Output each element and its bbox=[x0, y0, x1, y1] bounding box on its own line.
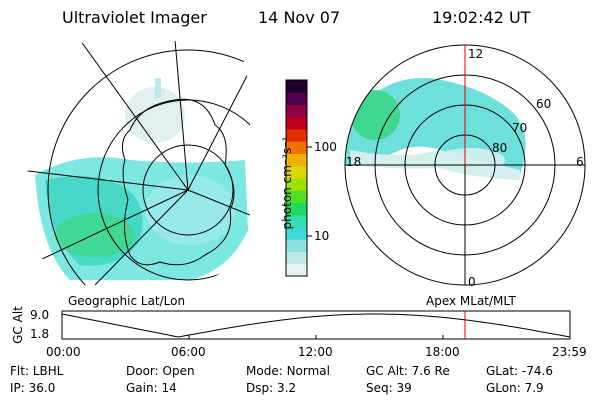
alt-ytick-low: 1.8 bbox=[30, 327, 50, 341]
colorbar-swatch bbox=[286, 104, 307, 118]
colorbar-swatch bbox=[286, 251, 307, 265]
image-time: 19:02:42 UT bbox=[432, 8, 531, 27]
altitude-plot bbox=[61, 310, 571, 340]
colorbar-swatch bbox=[286, 227, 307, 240]
colorbar-swatch bbox=[286, 141, 307, 154]
info-gc-alt: GC Alt: 7.6 Re bbox=[366, 364, 450, 378]
info-dsp: Dsp: 3.2 bbox=[246, 381, 297, 395]
geographic-panel bbox=[25, 40, 250, 285]
colorbar-swatch bbox=[286, 263, 307, 277]
altitude-axis-label: GC Alt bbox=[11, 306, 25, 344]
colorbar bbox=[285, 79, 308, 277]
mlat-label-80: 80 bbox=[492, 141, 508, 155]
alt-xtick-2: 12:00 bbox=[298, 345, 333, 359]
colorbar-swatch bbox=[286, 116, 307, 130]
colorbar-swatch bbox=[286, 190, 307, 203]
imager-title: Ultraviolet Imager bbox=[62, 8, 207, 27]
colorbar-swatch bbox=[286, 239, 307, 252]
info-gain: Gain: 14 bbox=[126, 381, 177, 395]
mlat-label-60: 60 bbox=[536, 97, 552, 111]
magnetic-panel bbox=[344, 44, 586, 286]
colorbar-tick-10: 10 bbox=[314, 229, 330, 243]
info-door: Door: Open bbox=[126, 364, 195, 378]
right-panel-label: Apex MLat/MLT bbox=[426, 294, 516, 308]
colorbar-swatch bbox=[286, 165, 307, 179]
left-panel-label: Geographic Lat/Lon bbox=[68, 294, 186, 308]
info-glat: GLat: -74.6 bbox=[486, 364, 553, 378]
info-ip: IP: 36.0 bbox=[10, 381, 56, 395]
mlt-label-18: 18 bbox=[346, 155, 362, 169]
alt-ytick-high: 9.0 bbox=[30, 308, 50, 322]
colorbar-tick-100: 100 bbox=[314, 140, 337, 154]
colorbar-swatch bbox=[286, 178, 307, 191]
info-flt: Flt: LBHL bbox=[10, 364, 64, 378]
alt-xtick-1: 06:00 bbox=[171, 345, 206, 359]
info-glon: GLon: 7.9 bbox=[486, 381, 544, 395]
colorbar-swatch bbox=[286, 80, 307, 93]
colorbar-unit-label: photon cm⁻²s⁻¹ bbox=[280, 136, 294, 230]
colorbar-border bbox=[285, 79, 308, 277]
mlt-label-12: 12 bbox=[468, 47, 484, 61]
mlt-label-0: 0 bbox=[468, 275, 476, 289]
mlat-label-70: 70 bbox=[512, 121, 528, 135]
colorbar-swatch bbox=[286, 214, 307, 228]
alt-xtick-3: 18:00 bbox=[425, 345, 460, 359]
image-date: 14 Nov 07 bbox=[258, 8, 341, 27]
colorbar-swatch bbox=[286, 202, 307, 216]
alt-xtick-0: 00:00 bbox=[46, 345, 81, 359]
colorbar-swatch bbox=[286, 92, 307, 105]
altitude-curve bbox=[61, 313, 571, 338]
info-seq: Seq: 39 bbox=[366, 381, 412, 395]
colorbar-swatch bbox=[286, 153, 307, 167]
alt-xtick-4: 23:59 bbox=[552, 345, 587, 359]
info-mode: Mode: Normal bbox=[246, 364, 330, 378]
mlt-label-6: 6 bbox=[576, 155, 584, 169]
colorbar-swatch bbox=[286, 129, 307, 142]
